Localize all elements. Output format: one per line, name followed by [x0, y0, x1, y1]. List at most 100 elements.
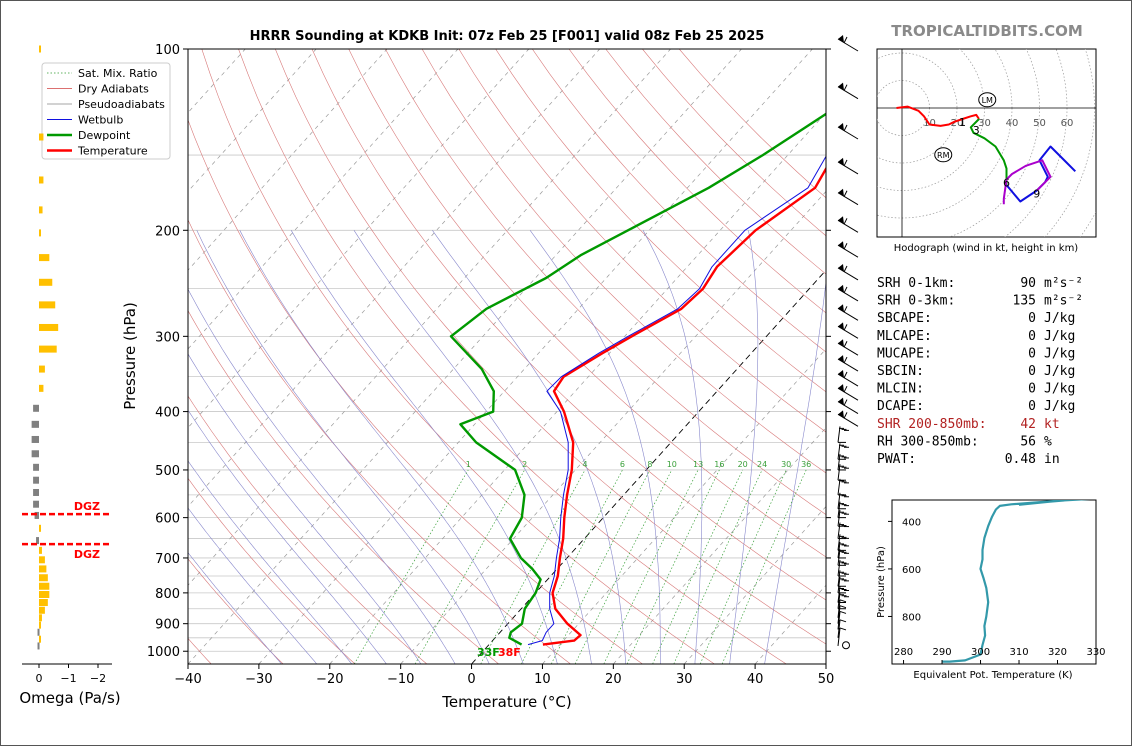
- dry-adiabat: [385, 49, 826, 515]
- wind-barb: [837, 443, 849, 460]
- omega-bar: [39, 574, 48, 582]
- omega-bar: [34, 511, 39, 519]
- wind-barb: [837, 410, 859, 427]
- wind-barb-flag: [843, 286, 848, 294]
- stat-unit: in: [1044, 452, 1060, 467]
- omega-bar: [39, 582, 50, 590]
- omega-bar: [33, 404, 39, 412]
- wind-barb-flag: [843, 385, 848, 393]
- mixing-ratio-label: 6: [620, 460, 625, 469]
- omega-bar: [39, 556, 45, 564]
- wind-barb-pennant: [838, 35, 844, 43]
- stat-label: SHR 200-850mb:: [877, 417, 987, 432]
- legend-entry: Pseudoadiabats: [78, 98, 165, 111]
- omega-panel: DGZ DGZ 0 −1 −2: [22, 45, 112, 685]
- wind-barb-staff: [837, 534, 841, 551]
- wind-barb-pennant: [838, 304, 844, 313]
- isotherm-line: [329, 112, 826, 664]
- y-tick-label: 300: [155, 330, 180, 345]
- hodograph-frame: [876, 48, 1097, 238]
- theta-e-panel: 280 290 300 310 320 330 400 600 800: [888, 499, 1106, 665]
- theta-e-y-tick-label: 400: [902, 517, 921, 528]
- stat-value: 0: [1028, 399, 1036, 414]
- omega-bar: [39, 621, 41, 629]
- stat-value: 0: [1028, 346, 1036, 361]
- legend-entry: Wetbulb: [78, 114, 123, 127]
- x-axis-label: Temperature (°C): [441, 693, 571, 711]
- wind-barb-flag: [839, 605, 847, 609]
- omega-bar: [39, 606, 45, 614]
- stat-unit: J/kg: [1044, 382, 1075, 397]
- wind-barb-staff: [837, 501, 841, 518]
- pseudoadiabat: [188, 288, 456, 664]
- hodograph-caption: Hodograph (wind in kt, height in km): [894, 243, 1079, 254]
- theta-e-line: [942, 500, 1091, 663]
- wind-barb: [837, 322, 859, 339]
- mixing-ratio-label: 20: [738, 460, 748, 469]
- dry-adiabat: [188, 558, 284, 664]
- isotherm-line: [188, 49, 671, 586]
- wind-barb-flag: [843, 356, 848, 364]
- wind-barb: [837, 123, 859, 140]
- stat-label: SBCIN:: [877, 364, 924, 379]
- hodograph-motion-label: RM: [937, 151, 950, 160]
- stat-value: 42: [1020, 417, 1036, 432]
- wind-barb-flag: [843, 340, 848, 348]
- wind-barb-flag: [843, 242, 848, 250]
- hodograph-height-label: 1: [959, 116, 966, 129]
- wind-barb-staff: [837, 453, 841, 471]
- omega-axis-label: Omega (Pa/s): [19, 689, 120, 707]
- dry-adiabat: [495, 49, 826, 393]
- stat-label: DCAPE:: [877, 399, 924, 414]
- wind-barb: [837, 570, 849, 587]
- isotherm-line: [188, 49, 388, 271]
- legend-entry: Dry Adiabats: [78, 83, 149, 96]
- omega-bar: [33, 488, 39, 496]
- mixing-ratio-label: 10: [667, 460, 677, 469]
- stat-value: 0: [1028, 329, 1036, 344]
- omega-bar: [33, 463, 39, 471]
- hodograph-trace: [1005, 145, 1077, 203]
- omega-bar: [39, 323, 59, 331]
- dgz-label-bottom: DGZ: [74, 548, 100, 561]
- skewt-grid: [188, 49, 826, 664]
- pseudoadiabat: [432, 230, 627, 664]
- surface-temperature-label: 38F: [498, 646, 521, 659]
- y-tick-label: 500: [155, 464, 180, 479]
- y-tick-label: 200: [155, 224, 180, 239]
- x-tick-label: 30: [676, 672, 693, 687]
- wind-barb: [837, 549, 849, 566]
- dry-adiabat: [238, 49, 787, 664]
- surface-dewpoint-label: 33F: [477, 646, 500, 659]
- mixing-ratio-line: [550, 469, 651, 664]
- wind-barb-flag: [843, 412, 848, 419]
- hodograph-ring-label: 40: [1006, 118, 1019, 129]
- omega-bar: [39, 133, 44, 141]
- x-tick-label: 10: [534, 672, 551, 687]
- stat-label: MLCAPE:: [877, 329, 932, 344]
- theta-e-y-label: Pressure (hPa): [876, 546, 887, 618]
- mixing-ratio-label: 1: [466, 460, 471, 469]
- y-tick-label: 400: [155, 406, 180, 421]
- legend-box: [41, 62, 171, 160]
- wind-barb: [837, 627, 847, 647]
- wind-barb-flag: [843, 399, 848, 406]
- skewt-series: [449, 112, 826, 646]
- wind-barb-flag: [839, 619, 847, 623]
- theta-e-x-tick-label: 280: [894, 647, 913, 658]
- mixing-ratio-line: [603, 469, 699, 664]
- theta-e-inner: [942, 500, 1091, 663]
- omega-bar: [39, 384, 44, 392]
- wind-barb-staff: [837, 576, 841, 593]
- omega-bar: [33, 476, 39, 484]
- wind-barb: [837, 304, 859, 321]
- chart-title: HRRR Sounding at KDKB Init: 07z Feb 25 […: [250, 29, 765, 44]
- wind-barb-flag: [843, 36, 848, 44]
- wind-barb-pennant: [838, 410, 844, 419]
- mixing-ratio-line: [521, 469, 623, 664]
- y-tick-label: 900: [155, 618, 180, 633]
- mixing-ratio-line: [699, 469, 787, 664]
- wind-barb: [837, 216, 859, 233]
